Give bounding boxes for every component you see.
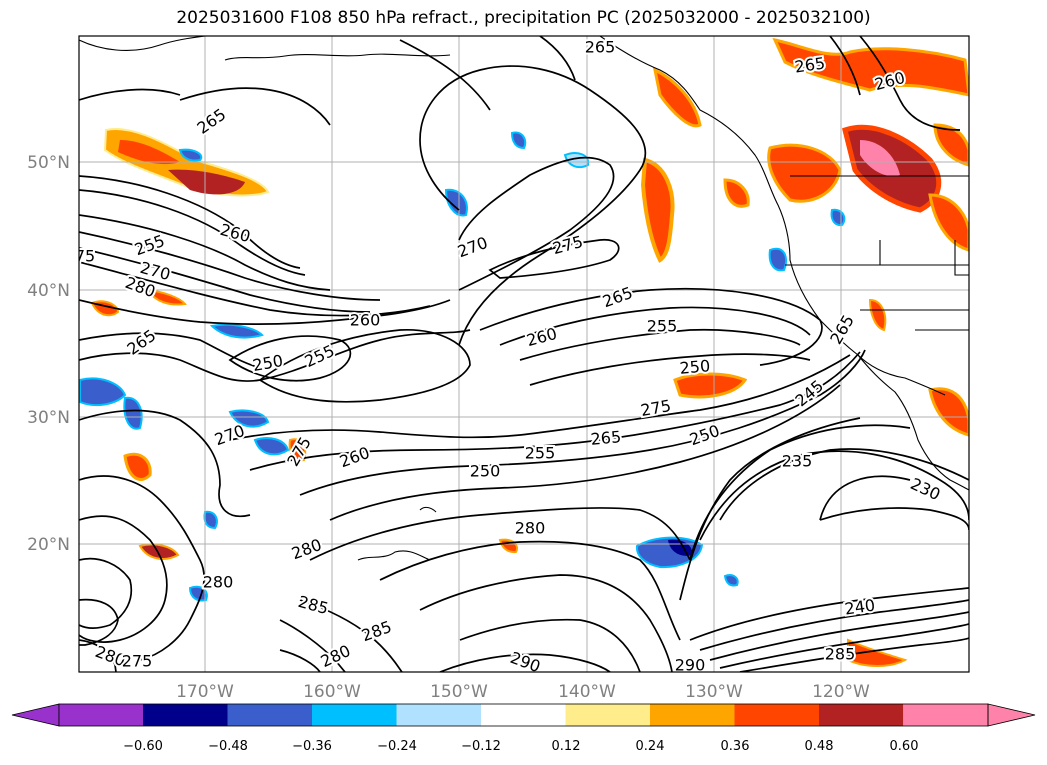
precip-positive-fill (90, 37, 969, 667)
contour-label: 265 (585, 38, 616, 57)
colorbar (11, 703, 1036, 727)
contour-label: 290 (675, 656, 706, 675)
contour-label: 255 (647, 317, 678, 336)
lon-label: 130°W (685, 682, 743, 702)
latitude-labels: 50°N 40°N 30°N 20°N (27, 153, 70, 555)
contour-label: 235 (782, 452, 813, 471)
colorbar-frame (58, 703, 989, 727)
lon-label: 170°W (176, 682, 234, 702)
map-frame (78, 35, 970, 673)
colorbar-swatch (227, 704, 312, 726)
contour-label: 265 (590, 427, 622, 449)
colorbar-swatch (396, 704, 481, 726)
contour-label: 260 (350, 311, 381, 330)
colorbar-swatch (565, 704, 650, 726)
colorbar-swatch (904, 704, 988, 726)
colorbar-swatch (734, 704, 819, 726)
colorbar-tick: 0.48 (805, 739, 834, 754)
contour-label: 280 (515, 519, 546, 538)
colorbar-tick: 0.36 (721, 739, 750, 754)
colorbar-extend-low (11, 703, 60, 727)
colorbar-swatch (312, 704, 397, 726)
contour-label: 255 (525, 444, 556, 463)
lat-label: 40°N (27, 281, 70, 301)
coastlines (79, 36, 969, 561)
colorbar-swatch (481, 704, 566, 726)
colorbar-tick: −0.24 (377, 739, 417, 754)
precip-negative-fill (79, 131, 846, 602)
contour-label: 250 (679, 356, 711, 378)
refractivity-contours (79, 36, 969, 672)
lon-label: 140°W (558, 682, 616, 702)
colorbar-tick: 0.60 (890, 739, 919, 754)
map-title: 2025031600 F108 850 hPa refract., precip… (176, 8, 871, 28)
colorbar-tick: −0.12 (461, 739, 501, 754)
colorbar-tick-labels: −0.60 −0.48 −0.36 −0.24 −0.12 0.12 0.24 … (123, 739, 918, 754)
lon-label: 160°W (303, 682, 361, 702)
contour-label: 285 (825, 645, 856, 664)
contour-label: 280 (203, 573, 234, 592)
colorbar-tick: 0.12 (552, 739, 581, 754)
lat-label: 20°N (27, 535, 70, 555)
lat-label: 30°N (27, 408, 70, 428)
colorbar-swatch (650, 704, 735, 726)
colorbar-tick: −0.48 (208, 739, 248, 754)
colorbar-swatch (819, 704, 904, 726)
colorbar-extend-high (987, 703, 1036, 727)
colorbar-tick: −0.60 (123, 739, 163, 754)
contour-label: 250 (470, 462, 501, 481)
lat-label: 50°N (27, 153, 70, 173)
colorbar-swatch (59, 704, 143, 726)
lon-label: 150°W (430, 682, 488, 702)
lon-label: 120°W (812, 682, 870, 702)
colorbar-tick: 0.24 (636, 739, 665, 754)
colorbar-tick: −0.36 (292, 739, 332, 754)
colorbar-swatch (143, 704, 228, 726)
contour-label: 265 (793, 53, 826, 76)
contour-label: 275 (122, 652, 153, 671)
contour-label: 75 (75, 247, 95, 266)
map-gridlines (79, 36, 969, 672)
longitude-labels: 170°W 160°W 150°W 140°W 130°W 120°W (176, 682, 870, 702)
